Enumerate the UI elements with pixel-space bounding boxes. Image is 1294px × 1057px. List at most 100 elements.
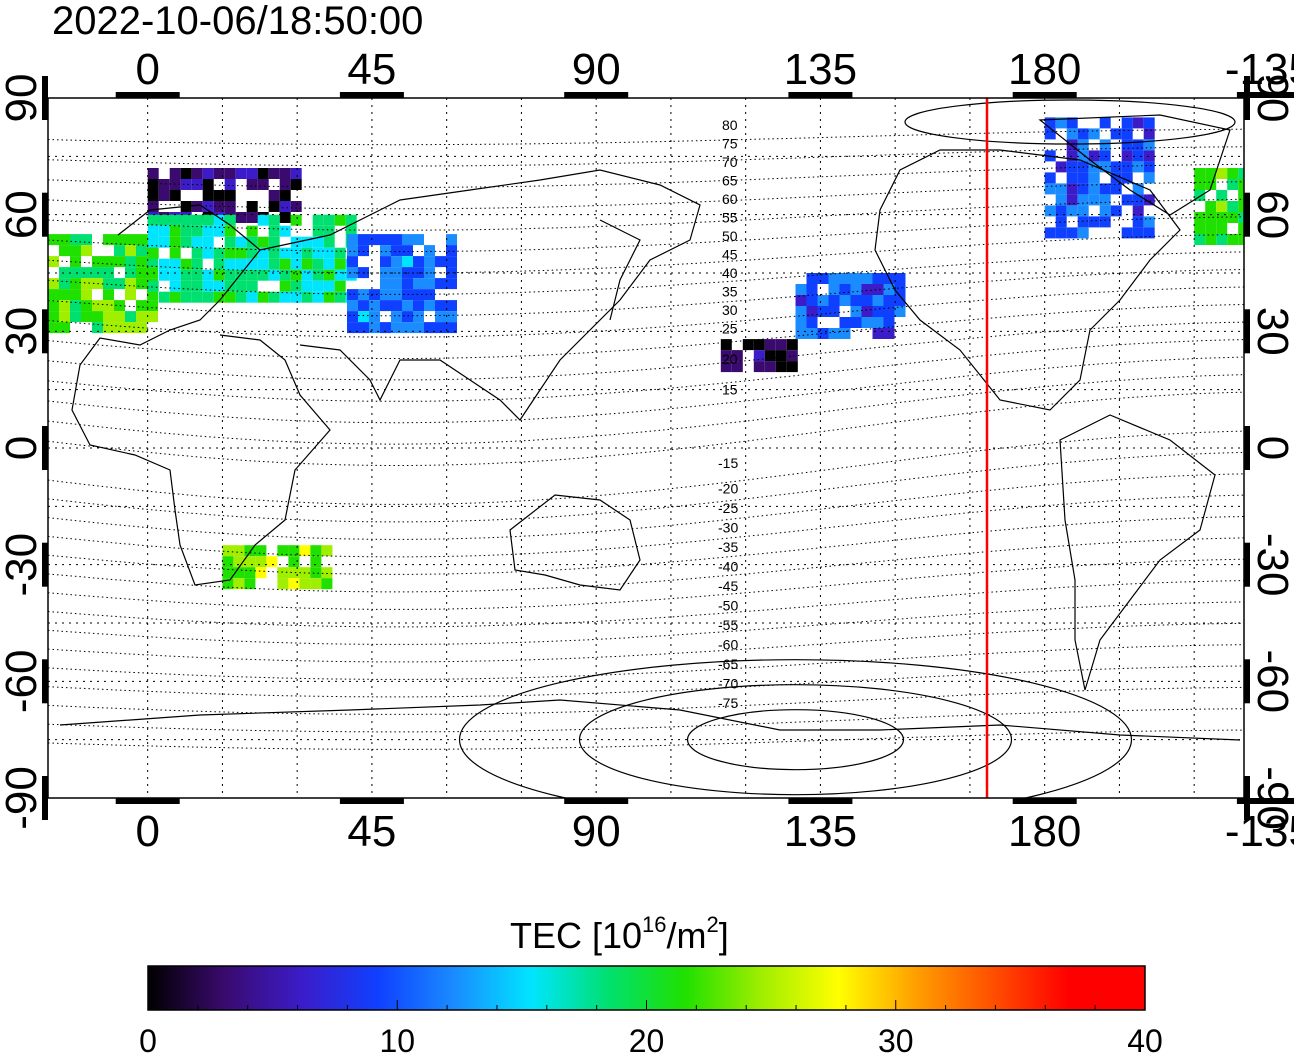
tec-cell	[1132, 117, 1144, 129]
magnetic-contour	[48, 537, 1244, 593]
tec-cell	[806, 273, 818, 284]
tec-cell	[369, 289, 380, 301]
x-tick-label-top: 0	[135, 45, 159, 94]
tec-cell	[125, 278, 136, 290]
tec-cell	[279, 258, 291, 270]
tec-cell	[158, 225, 170, 237]
tec-cell	[720, 339, 732, 351]
tec-cell	[70, 234, 81, 246]
tec-cell	[92, 256, 103, 268]
tec-cell	[277, 578, 289, 590]
magnetic-contour	[48, 430, 1244, 505]
tec-cell	[358, 245, 369, 257]
y-tick-label-right: 30	[1248, 307, 1294, 356]
tec-cell	[235, 258, 247, 270]
tec-cell	[202, 280, 214, 292]
tec-cell	[268, 214, 280, 226]
tec-cell	[806, 284, 818, 295]
tec-cell	[795, 328, 807, 339]
tec-cell	[310, 578, 322, 590]
magnetic-contour	[48, 558, 1244, 610]
tec-cell	[1088, 172, 1100, 184]
colorbar-ticks: 0 10 20 30 40	[139, 1000, 1163, 1057]
tec-cell	[147, 247, 159, 259]
tec-cell	[222, 545, 234, 557]
tec-cell	[290, 214, 302, 226]
tec-cell	[268, 247, 280, 259]
tec-cell	[48, 289, 59, 301]
tec-cell	[70, 311, 81, 323]
tec-cell	[59, 322, 70, 334]
tec-cell	[828, 328, 840, 339]
tec-cell	[1121, 172, 1133, 184]
tec-cell	[764, 339, 776, 351]
tec-cell	[413, 278, 424, 290]
tec-cell	[312, 269, 324, 281]
magnetic-contour	[48, 146, 1244, 167]
tec-cell	[720, 361, 732, 373]
tec-cell	[1099, 205, 1111, 217]
tec-cell	[334, 291, 346, 303]
tec-cell	[1099, 117, 1111, 129]
tec-cell	[786, 339, 798, 351]
tec-cell	[279, 168, 291, 179]
tec-cell	[1227, 212, 1239, 223]
axis-tick-bar	[1244, 192, 1250, 237]
tec-cell	[1238, 201, 1244, 212]
tec-cell	[391, 311, 402, 323]
tec-cell	[1227, 179, 1239, 190]
tec-cell	[147, 190, 159, 201]
tec-cell	[81, 311, 92, 323]
tec-cell	[1055, 194, 1067, 206]
contour-label: -20	[718, 481, 738, 497]
tec-cell	[81, 289, 92, 301]
magnetic-contour	[48, 729, 1244, 750]
tec-cell	[1066, 172, 1078, 184]
tec-cell	[1282, 168, 1293, 179]
tec-cell	[202, 179, 214, 190]
tec-cell	[817, 306, 829, 317]
tec-cell	[48, 234, 59, 246]
tec-cell	[1216, 223, 1228, 234]
tec-cell	[1216, 234, 1228, 245]
tec-cell	[1260, 168, 1271, 179]
tec-cell	[279, 190, 291, 201]
tec-cell	[158, 190, 170, 201]
tec-cell	[279, 269, 291, 281]
tec-cell	[180, 258, 192, 270]
tec-cell	[446, 311, 457, 323]
tec-cell	[1055, 227, 1067, 239]
tec-cell	[1132, 161, 1144, 173]
tec-cell	[1044, 128, 1056, 140]
aurora-oval	[686, 709, 905, 771]
tec-cell	[202, 247, 214, 259]
tec-cell	[213, 225, 225, 237]
tec-cell	[224, 201, 236, 212]
axis-tick-bar	[1244, 426, 1250, 470]
tec-cell	[358, 234, 369, 246]
tec-cell	[1194, 179, 1206, 190]
tec-cell	[244, 567, 256, 579]
tec-region	[720, 339, 798, 373]
x-tick-label-top: 90	[572, 45, 621, 94]
tec-cell	[268, 236, 280, 248]
contour-label: -75	[718, 695, 738, 711]
tec-cell	[839, 284, 851, 295]
tec-cell	[413, 300, 424, 312]
tec-cell	[158, 291, 170, 303]
tec-cell	[872, 295, 884, 306]
tec-cell	[1238, 190, 1244, 201]
tec-cell	[413, 234, 424, 246]
tec-cell	[1077, 216, 1089, 228]
y-tick-label-right: -30	[1248, 533, 1294, 597]
tec-cell	[839, 317, 851, 328]
tec-cell	[224, 168, 236, 179]
tec-cell	[224, 258, 236, 270]
tec-cell	[413, 267, 424, 279]
contour-label: -25	[718, 500, 738, 516]
tec-cell	[136, 245, 147, 257]
x-tick-label-bottom: 135	[784, 807, 857, 856]
coastlines	[59, 114, 1241, 741]
tec-cell	[301, 269, 313, 281]
